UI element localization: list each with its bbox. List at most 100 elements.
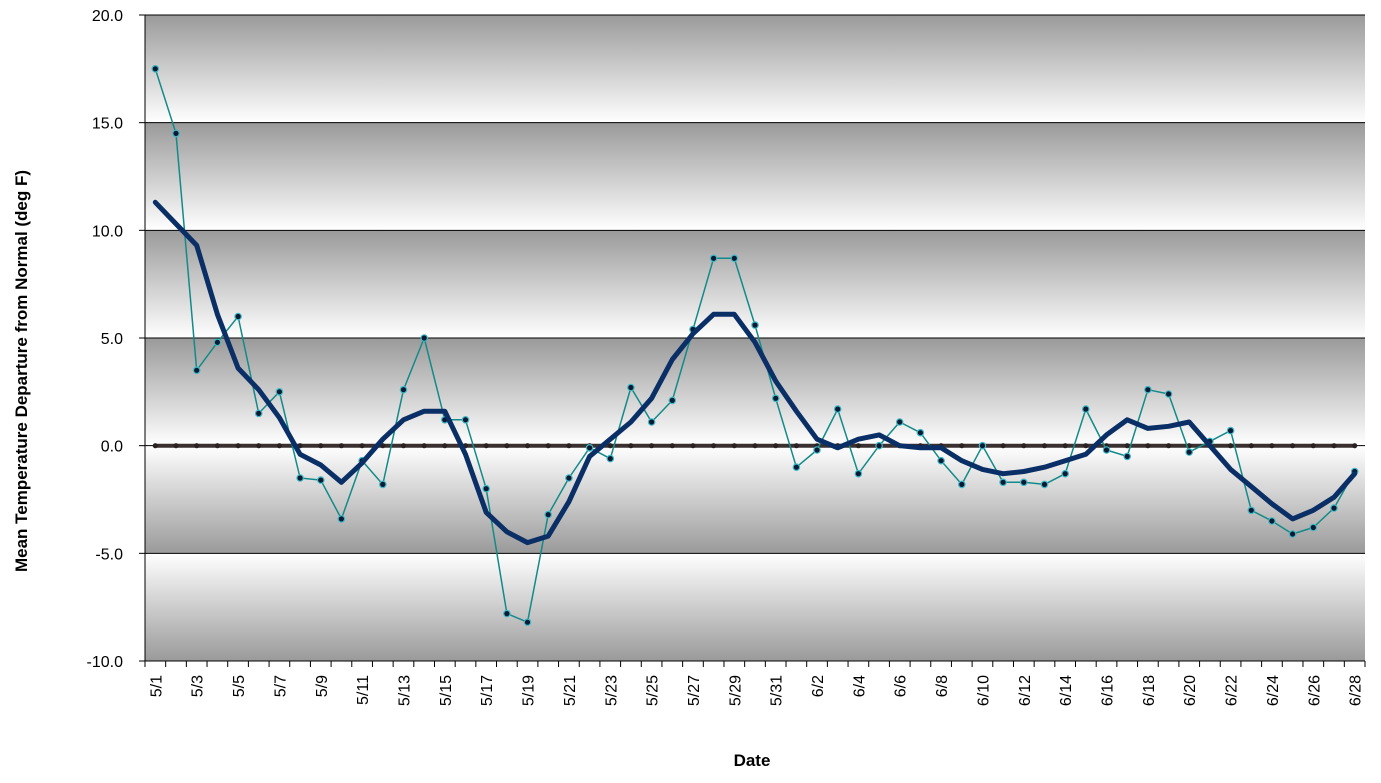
- x-tick-label: 5/7: [272, 675, 289, 697]
- data-point: [337, 515, 346, 523]
- data-point: [151, 65, 160, 73]
- data-point: [1331, 443, 1337, 449]
- data-point: [256, 443, 262, 449]
- data-point: [1145, 443, 1151, 449]
- data-point: [1040, 480, 1049, 489]
- data-point: [1185, 448, 1194, 456]
- data-point: [1247, 506, 1256, 515]
- data-point: [338, 443, 344, 449]
- data-point: [503, 609, 511, 618]
- x-tick-label: 6/10: [975, 675, 992, 706]
- x-tick-label: 6/20: [1182, 675, 1199, 706]
- data-point: [1082, 405, 1090, 413]
- data-point: [566, 443, 572, 449]
- x-tick-label: 5/3: [190, 675, 207, 697]
- x-tick-label: 5/19: [521, 675, 538, 706]
- x-tick-label: 6/26: [1306, 675, 1323, 706]
- data-point: [192, 366, 201, 375]
- data-point: [483, 443, 489, 449]
- x-tick-label: 5/9: [314, 675, 331, 697]
- data-point: [316, 476, 325, 484]
- data-point: [1123, 452, 1132, 461]
- data-point: [690, 443, 696, 449]
- data-point: [999, 478, 1007, 487]
- data-point: [1062, 443, 1068, 449]
- data-point: [254, 409, 263, 418]
- data-point: [1226, 426, 1235, 435]
- data-point: [937, 456, 945, 465]
- data-point: [793, 443, 800, 449]
- data-point: [730, 254, 739, 263]
- data-point: [813, 446, 821, 454]
- data-point: [1021, 443, 1027, 449]
- data-point: [378, 480, 387, 489]
- data-point: [1309, 523, 1318, 532]
- data-point: [421, 443, 427, 449]
- data-point: [1228, 443, 1234, 449]
- y-tick-label: 15.0: [92, 116, 123, 133]
- data-point: [709, 254, 718, 263]
- data-point: [895, 418, 904, 426]
- x-tick-label: 6/6: [893, 675, 910, 697]
- data-point: [1248, 443, 1254, 449]
- data-point: [399, 385, 408, 394]
- x-tick-label: 6/12: [1017, 675, 1034, 706]
- x-tick-label: 5/29: [727, 675, 744, 706]
- data-point: [504, 443, 510, 449]
- x-tick-label: 6/14: [1058, 675, 1075, 706]
- data-point: [1000, 443, 1006, 449]
- x-tick-labels: 5/1 5/3 5/5 5/7 5/9 5/11 5/13 5/15 5/17 5/19 5/21 5…: [148, 675, 1364, 706]
- x-tick-label: 6/28: [1348, 675, 1365, 706]
- data-point: [565, 474, 573, 482]
- plot-band: [145, 553, 1365, 661]
- data-point: [152, 443, 158, 449]
- data-point: [172, 129, 180, 138]
- data-point: [711, 443, 717, 449]
- data-point: [649, 443, 655, 449]
- data-point: [854, 469, 863, 478]
- data-point: [792, 463, 801, 472]
- plot-band: [145, 445, 1365, 554]
- data-point: [647, 418, 656, 426]
- series-normal-baseline: [152, 443, 1358, 449]
- data-point: [1288, 530, 1297, 538]
- data-point: [318, 443, 324, 449]
- y-tick-label: -5.0: [95, 546, 123, 563]
- axes: [139, 14, 1366, 667]
- data-point: [214, 443, 220, 449]
- data-point: [1164, 390, 1173, 398]
- data-point: [1102, 446, 1111, 454]
- y-tick-labels: 20.0 15.0 10.0 5.0 0.0 -5.0 -10.0: [87, 8, 124, 671]
- plot-band: [145, 230, 1365, 338]
- x-tick-label: 5/15: [438, 675, 455, 706]
- y-tick-label: -10.0: [87, 654, 124, 671]
- y-tick-label: 0.0: [101, 439, 123, 456]
- data-point: [875, 441, 883, 450]
- data-point: [1166, 443, 1172, 449]
- data-point: [296, 474, 304, 482]
- x-axis-title: Date: [734, 751, 771, 770]
- data-point: [751, 321, 759, 329]
- data-point: [524, 443, 531, 449]
- data-point: [916, 428, 925, 437]
- data-point: [235, 443, 241, 449]
- data-point: [773, 443, 779, 449]
- data-point: [1310, 443, 1316, 449]
- series-layer: [151, 65, 1359, 627]
- x-tick-label: 5/5: [231, 675, 248, 697]
- data-point: [1269, 443, 1275, 449]
- data-point: [669, 443, 675, 449]
- data-point: [523, 618, 532, 627]
- data-point: [606, 454, 615, 463]
- series-moving-average: [152, 199, 1358, 546]
- data-point: [628, 443, 634, 449]
- x-tick-label: 6/18: [1141, 675, 1158, 706]
- data-point: [194, 443, 200, 449]
- data-point: [731, 443, 737, 449]
- x-tick-label: 5/13: [396, 675, 413, 706]
- data-point: [607, 443, 613, 449]
- data-point: [442, 443, 448, 449]
- plot-band: [145, 15, 1365, 123]
- data-point: [359, 443, 365, 449]
